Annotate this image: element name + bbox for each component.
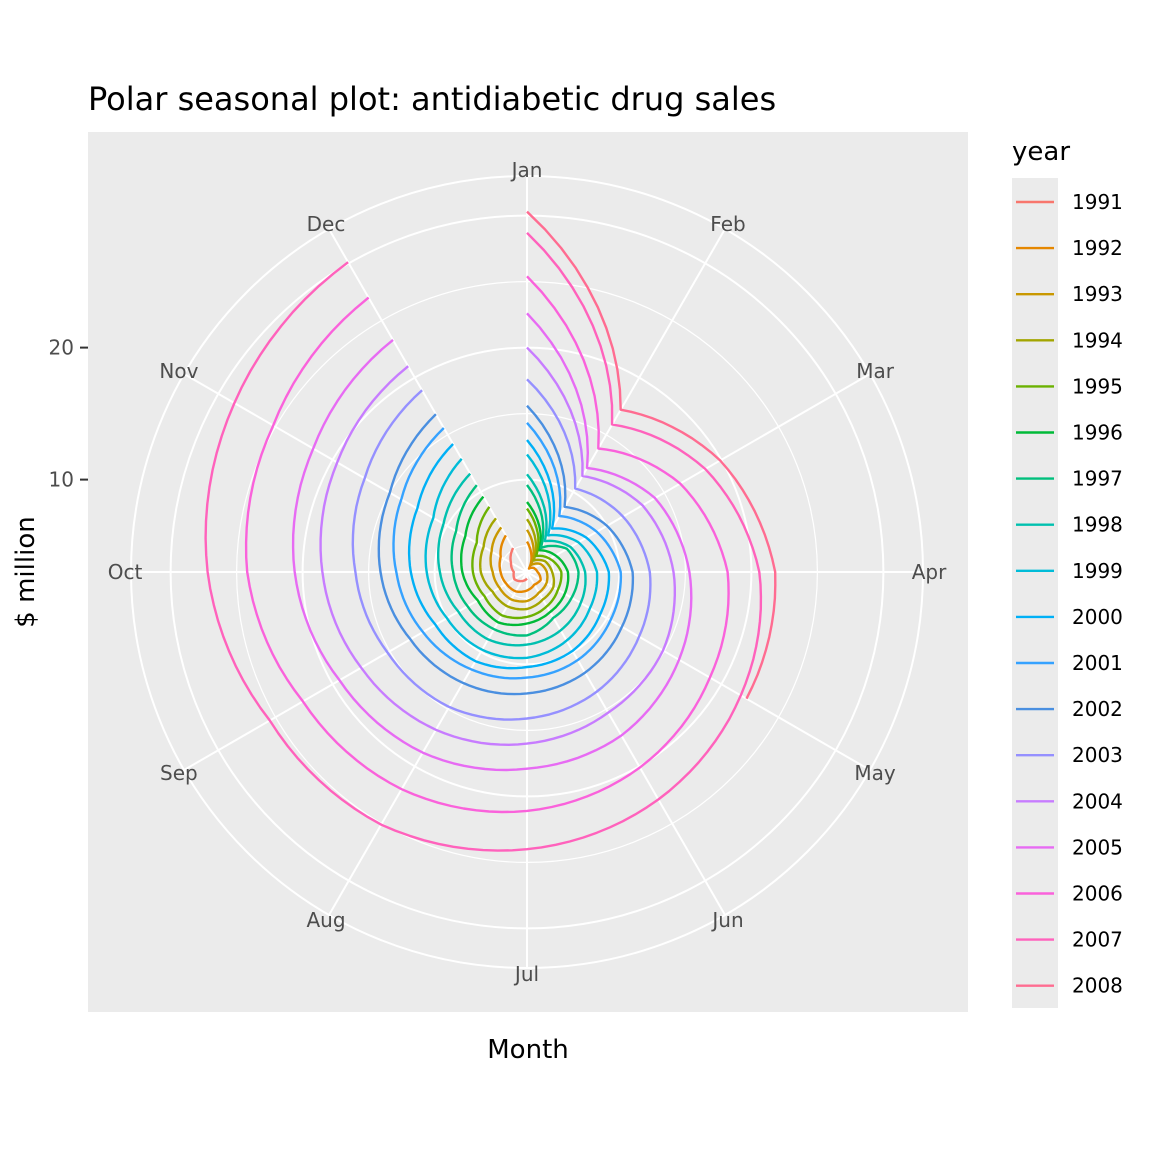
series-line-2003 xyxy=(351,378,652,721)
radial-axis: 10 20 xyxy=(49,336,88,492)
series-line-1994 xyxy=(479,517,556,611)
grid-spoke xyxy=(526,571,871,771)
month-labels: Jan Feb Mar Apr May Jun Jul Aug Sep Oct Nov Dec xyxy=(108,158,947,986)
series-line-1992 xyxy=(498,534,542,593)
series-line-2004 xyxy=(319,346,676,746)
series-line-1991 xyxy=(509,547,528,583)
legend-label-2006: 2006 xyxy=(1072,882,1123,906)
grid-spoke xyxy=(526,373,871,573)
legend-label-2007: 2007 xyxy=(1072,928,1123,952)
chart-title: Polar seasonal plot: antidiabetic drug s… xyxy=(88,80,776,118)
grid-spoke xyxy=(183,571,528,771)
legend-title: year xyxy=(1012,137,1070,167)
grid-spoke xyxy=(328,228,528,573)
series-line-1995 xyxy=(471,506,563,620)
legend-key-background xyxy=(1012,178,1058,1008)
legend-items: 1991 1992 1993 1994 1995 1996 1997 1998 1999 2000… xyxy=(1016,190,1123,998)
legend-label-1996: 1996 xyxy=(1072,421,1123,445)
polar-grid xyxy=(130,175,924,969)
legend-label-1995: 1995 xyxy=(1072,374,1123,398)
grid-spoke xyxy=(183,373,528,573)
x-axis-title: Month xyxy=(487,1035,569,1065)
series-lines xyxy=(204,210,777,852)
month-label-jul: Jul xyxy=(513,962,539,986)
month-label-jun: Jun xyxy=(710,908,743,932)
month-label-jan: Jan xyxy=(510,158,543,182)
month-label-oct: Oct xyxy=(108,560,143,584)
legend-label-2005: 2005 xyxy=(1072,835,1123,859)
month-label-mar: Mar xyxy=(856,359,895,383)
grid-spoke xyxy=(526,571,726,916)
legend-label-1991: 1991 xyxy=(1072,190,1123,214)
legend-label-2001: 2001 xyxy=(1072,651,1123,675)
legend-label-1992: 1992 xyxy=(1072,236,1123,260)
series-line-1999 xyxy=(424,453,599,660)
legend-label-1999: 1999 xyxy=(1072,559,1123,583)
month-label-nov: Nov xyxy=(159,359,198,383)
month-label-dec: Dec xyxy=(307,212,346,236)
month-label-feb: Feb xyxy=(710,212,745,236)
series-line-1996 xyxy=(460,495,570,627)
legend-label-2008: 2008 xyxy=(1072,974,1123,998)
month-label-may: May xyxy=(854,761,896,785)
radial-tick-label-10: 10 xyxy=(49,468,74,492)
legend: year 19911992199319941995199619971998199… xyxy=(1012,137,1123,1008)
month-label-sep: Sep xyxy=(160,761,198,785)
series-line-2007 xyxy=(204,231,763,852)
series-line-2001 xyxy=(392,422,623,680)
radial-tick-label-20: 20 xyxy=(49,336,74,360)
month-label-aug: Aug xyxy=(306,908,345,932)
series-line-2002 xyxy=(377,404,635,696)
legend-label-1997: 1997 xyxy=(1072,467,1123,491)
legend-label-2003: 2003 xyxy=(1072,743,1123,767)
series-line-2000 xyxy=(407,439,611,670)
series-line-1993 xyxy=(489,526,549,603)
legend-label-2004: 2004 xyxy=(1072,789,1123,813)
legend-label-1994: 1994 xyxy=(1072,328,1123,352)
series-line-2005 xyxy=(291,312,693,772)
legend-label-2000: 2000 xyxy=(1072,605,1123,629)
series-line-1998 xyxy=(437,472,587,647)
series-line-1997 xyxy=(450,484,580,637)
y-axis-title: $ million xyxy=(11,516,41,627)
legend-label-2002: 2002 xyxy=(1072,697,1123,721)
legend-label-1993: 1993 xyxy=(1072,282,1123,306)
legend-label-1998: 1998 xyxy=(1072,513,1123,537)
month-label-apr: Apr xyxy=(912,560,947,584)
series-line-2008 xyxy=(526,210,777,700)
series-line-2006 xyxy=(244,275,730,814)
